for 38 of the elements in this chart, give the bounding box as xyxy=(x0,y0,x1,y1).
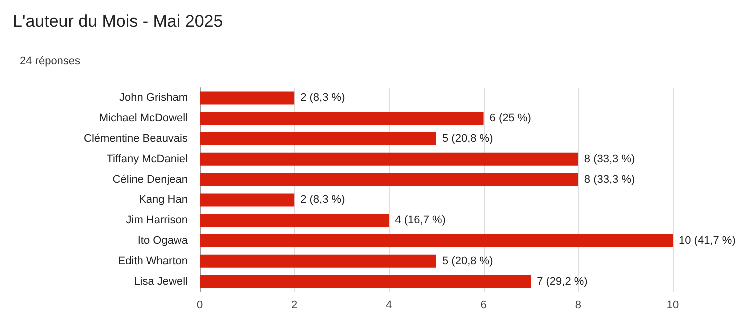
x-tick-label: 4 xyxy=(386,300,392,312)
bar xyxy=(200,112,484,126)
bar xyxy=(200,132,436,146)
bar xyxy=(200,254,436,268)
y-tick-label: Ito Ogawa xyxy=(138,235,189,247)
y-tick-label: Jim Harrison xyxy=(126,214,188,227)
bar xyxy=(200,275,532,288)
text: 24 réponses xyxy=(20,56,82,68)
y-tick-label: Lisa Jewell xyxy=(134,276,188,288)
bar xyxy=(200,194,295,207)
x-tick-label: 2 xyxy=(292,300,298,312)
y-tick-label: Tiffany McDaniel xyxy=(106,153,188,166)
y-tick-label: Edith Wharton xyxy=(118,255,188,268)
data-label: 5 (20,8 %) xyxy=(442,133,494,145)
data-label: 2 (8,3 %) xyxy=(300,194,346,206)
x-tick-label: 0 xyxy=(196,300,204,312)
y-tick-label: Céline Denjean xyxy=(112,174,188,186)
y-tick-label: John Grisham xyxy=(120,92,188,104)
x-tick-label: 6 xyxy=(480,300,487,312)
data-label: 8 (33,3 %) xyxy=(584,174,636,186)
y-tick-label: Kang Han xyxy=(139,194,188,206)
bar xyxy=(200,234,673,248)
data-label: 2 (8,3 %) xyxy=(300,92,346,104)
x-tick-label: 10 xyxy=(666,300,680,312)
data-label: 4 (16,7 %) xyxy=(395,214,446,227)
bar xyxy=(200,214,390,228)
x-tick-label: 8 xyxy=(575,300,582,312)
bar xyxy=(200,92,295,105)
chart-title: L'auteur du Mois - Mai 2025 xyxy=(13,12,224,31)
bar xyxy=(200,173,578,186)
y-tick-label: Clémentine Beauvais xyxy=(84,133,188,145)
data-label: 6 (25 %) xyxy=(490,112,532,125)
bar xyxy=(200,152,578,166)
y-tick-label: Michael McDowell xyxy=(99,112,188,125)
data-label: 7 (29,2 %) xyxy=(537,276,588,288)
data-label: 8 (33,3 %) xyxy=(584,153,636,166)
data-label: 10 (41,7 %) xyxy=(679,235,736,247)
data-label: 5 (20,8 %) xyxy=(442,255,494,268)
